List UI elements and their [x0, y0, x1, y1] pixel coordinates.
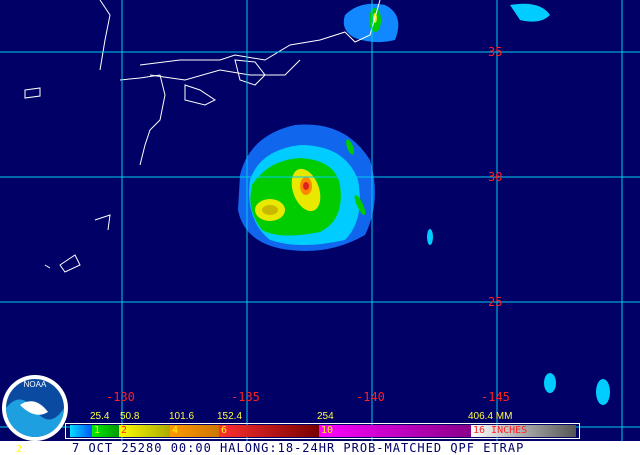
- lon-label-140: -140: [356, 390, 385, 404]
- noaa-logo: NOAA: [2, 375, 68, 441]
- scale-seg-1: 1: [92, 425, 119, 437]
- rainfall-field: [238, 3, 610, 405]
- lon-label-130: -130: [106, 390, 135, 404]
- legend-mm-label: 406.4 MM: [468, 411, 513, 422]
- noaa-logo-text: NOAA: [24, 380, 47, 389]
- lat-label-30: 30: [488, 170, 503, 184]
- legend-mm-label: 152.4: [217, 411, 243, 422]
- lat-label-35: 35: [488, 45, 503, 59]
- legend-mm-label: 101.6: [169, 411, 195, 422]
- legend-mm-label: 50.8: [120, 411, 140, 422]
- lon-label-145: -145: [481, 390, 510, 404]
- scale-seg-4: 4: [170, 425, 219, 437]
- color-scale-bar: 1 2 4 6 10 16 INCHES: [65, 423, 580, 439]
- legend-mm-label: 254: [317, 411, 334, 422]
- scale-seg-0: [70, 425, 92, 437]
- legend-mm-label: 25.4: [90, 411, 110, 422]
- product-caption: 7 OCT 25280 00:00 HALONG:18-24HR PROB-MA…: [72, 441, 525, 455]
- lat-label-25: 25: [488, 295, 503, 309]
- coastlines: [24, 0, 381, 273]
- caption-bar: 2 7 OCT 25280 00:00 HALONG:18-24HR PROB-…: [0, 441, 640, 455]
- scale-seg-10: 10: [319, 425, 471, 437]
- scale-seg-16: 16 INCHES: [471, 425, 576, 437]
- frame-number: 2: [16, 444, 23, 455]
- lon-label-135: -135: [231, 390, 260, 404]
- scale-seg-2: 2: [119, 425, 170, 437]
- scale-seg-6: 6: [219, 425, 319, 437]
